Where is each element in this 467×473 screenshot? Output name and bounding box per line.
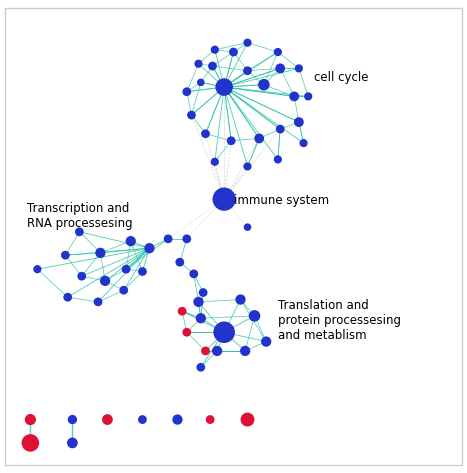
Point: [78, 272, 85, 280]
Point: [34, 265, 41, 273]
Point: [220, 195, 228, 203]
Point: [244, 163, 251, 170]
Point: [262, 338, 270, 345]
Point: [139, 416, 146, 423]
Point: [64, 293, 71, 301]
Point: [197, 363, 205, 371]
Point: [139, 268, 146, 275]
Point: [202, 347, 209, 355]
Point: [230, 48, 237, 56]
Point: [244, 416, 251, 423]
Point: [164, 235, 172, 243]
Point: [274, 48, 282, 56]
Point: [227, 137, 235, 145]
Point: [220, 328, 228, 336]
Point: [178, 307, 186, 315]
Point: [104, 416, 111, 423]
Point: [211, 46, 219, 53]
Point: [211, 158, 219, 166]
Point: [195, 60, 202, 68]
Point: [295, 65, 303, 72]
Point: [300, 140, 307, 147]
Point: [251, 312, 258, 320]
Point: [276, 65, 284, 72]
Point: [197, 315, 205, 322]
Point: [69, 416, 76, 423]
Point: [290, 93, 298, 100]
Point: [202, 130, 209, 138]
Point: [122, 265, 130, 273]
Point: [199, 289, 207, 296]
Point: [244, 223, 251, 231]
Point: [209, 62, 216, 70]
Point: [237, 296, 244, 303]
Text: Transcription and
RNA processesing: Transcription and RNA processesing: [27, 202, 133, 230]
Point: [190, 270, 198, 278]
Point: [295, 118, 303, 126]
Point: [276, 125, 284, 133]
Point: [94, 298, 102, 306]
Point: [255, 135, 263, 142]
Point: [120, 287, 127, 294]
Point: [76, 228, 83, 236]
Point: [220, 83, 228, 91]
Text: Translation and
protein processesing
and metablism: Translation and protein processesing and…: [278, 299, 401, 342]
Point: [244, 67, 251, 75]
Text: immune system: immune system: [234, 193, 330, 207]
Point: [27, 416, 34, 423]
Point: [176, 258, 184, 266]
Point: [274, 156, 282, 163]
Point: [213, 347, 221, 355]
Point: [241, 347, 249, 355]
Point: [183, 88, 191, 96]
Point: [174, 416, 181, 423]
Point: [146, 245, 153, 252]
Point: [195, 298, 202, 306]
Point: [197, 79, 205, 86]
Point: [127, 237, 134, 245]
Point: [304, 93, 312, 100]
Point: [206, 416, 214, 423]
Point: [260, 81, 268, 88]
Point: [183, 328, 191, 336]
Point: [101, 277, 109, 285]
Point: [188, 111, 195, 119]
Point: [27, 439, 34, 447]
Point: [183, 235, 191, 243]
Point: [69, 439, 76, 447]
Point: [97, 249, 104, 257]
Point: [62, 251, 69, 259]
Text: cell cycle: cell cycle: [314, 71, 368, 84]
Point: [244, 39, 251, 46]
